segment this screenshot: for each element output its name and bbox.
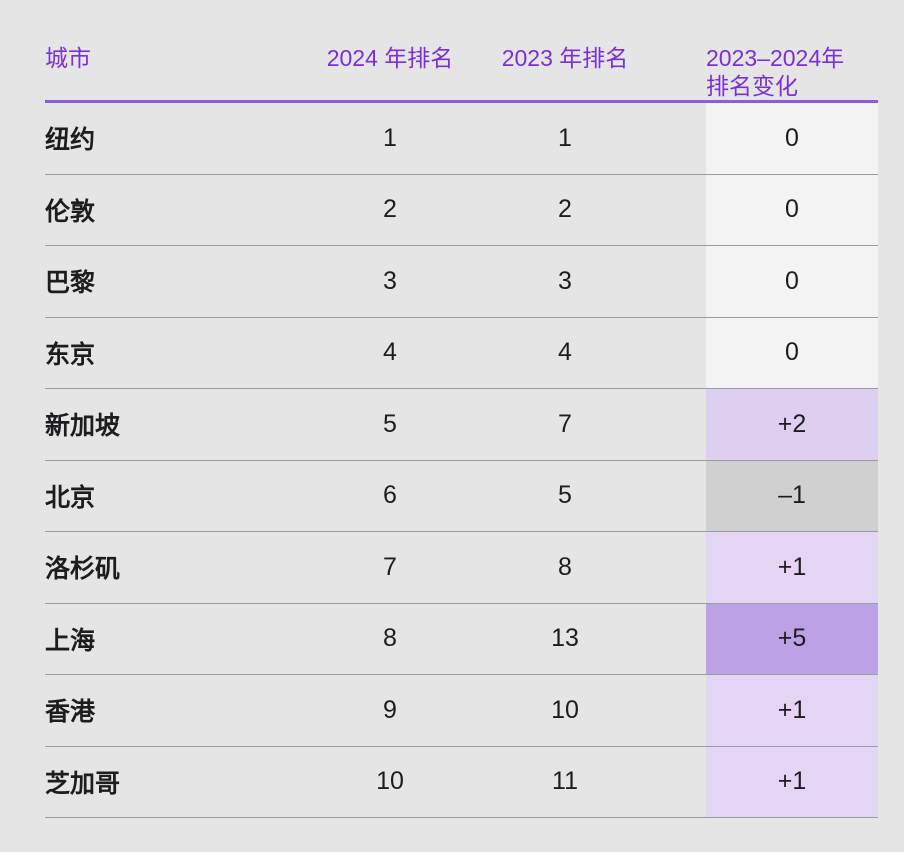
rank-change-cell: +1 — [706, 675, 878, 746]
column-header-change-line1: 2023–2024年 — [706, 45, 845, 71]
rank-2023-value: 13 — [551, 624, 579, 653]
rank-2023-value: 5 — [558, 481, 572, 510]
column-header-change: 2023–2024年 排名变化 — [706, 44, 878, 100]
rank-change-cell: +2 — [706, 389, 878, 460]
rank-2024-value: 6 — [383, 481, 397, 510]
city-name: 巴黎 — [45, 269, 96, 298]
city-name: 纽约 — [45, 126, 96, 155]
city-name: 东京 — [45, 340, 96, 369]
rank-2023-value: 2 — [558, 195, 572, 224]
column-header-change-line2: 排名变化 — [706, 73, 798, 99]
rank-2024-value: 2 — [383, 195, 397, 224]
table-row: 伦敦 2 2 0 — [45, 174, 878, 246]
rank-2023-value: 4 — [558, 338, 572, 367]
table-row: 新加坡 5 7 +2 — [45, 389, 878, 461]
rank-change-cell: 0 — [706, 103, 878, 174]
rank-2024-value: 5 — [383, 409, 397, 438]
table-row: 纽约 1 1 0 — [45, 103, 878, 175]
rank-change-cell: –1 — [706, 460, 878, 531]
city-name: 洛杉矶 — [45, 555, 121, 584]
table-row: 上海 8 13 +5 — [45, 603, 878, 675]
city-name: 北京 — [45, 483, 96, 512]
city-name: 香港 — [45, 698, 96, 727]
rank-2023-value: 11 — [552, 767, 578, 796]
rank-2023-value: 8 — [558, 552, 572, 581]
table-row: 东京 4 4 0 — [45, 317, 878, 389]
rank-2024-value: 4 — [383, 338, 397, 367]
table-row: 芝加哥 10 11 +1 — [45, 746, 878, 818]
rank-2024-value: 3 — [383, 266, 397, 295]
rank-2024-value: 1 — [383, 123, 397, 152]
city-name: 上海 — [45, 626, 96, 655]
column-header-rank-2023: 2023 年排名 — [501, 45, 629, 71]
rank-2024-value: 10 — [376, 767, 404, 796]
rank-change-cell: 0 — [706, 246, 878, 317]
rank-change-cell: +5 — [706, 603, 878, 674]
city-name: 新加坡 — [45, 412, 121, 441]
column-header-city: 城市 — [45, 45, 91, 71]
rank-change-cell: +1 — [706, 746, 878, 817]
rank-2024-value: 9 — [383, 695, 397, 724]
city-name: 伦敦 — [45, 197, 96, 226]
table-row: 香港 9 10 +1 — [45, 675, 878, 747]
column-header-rank-2024: 2024 年排名 — [326, 45, 454, 71]
rank-2023-value: 1 — [558, 123, 572, 152]
table-row: 洛杉矶 7 8 +1 — [45, 532, 878, 604]
rank-2023-value: 3 — [558, 266, 572, 295]
rank-change-cell: +1 — [706, 532, 878, 603]
table-row: 北京 6 5 –1 — [45, 460, 878, 532]
rank-change-cell: 0 — [706, 174, 878, 245]
rank-change-cell: 0 — [706, 317, 878, 388]
rank-2023-value: 10 — [551, 695, 579, 724]
table-row: 巴黎 3 3 0 — [45, 246, 878, 318]
table-header-row: 城市 2024 年排名 2023 年排名 2023–2024年 排名变化 — [45, 0, 878, 103]
city-ranking-table: 城市 2024 年排名 2023 年排名 2023–2024年 排名变化 纽约 … — [45, 0, 878, 818]
rank-2023-value: 7 — [558, 409, 572, 438]
rank-2024-value: 7 — [383, 552, 397, 581]
city-name: 芝加哥 — [45, 769, 121, 798]
rank-2024-value: 8 — [383, 624, 397, 653]
